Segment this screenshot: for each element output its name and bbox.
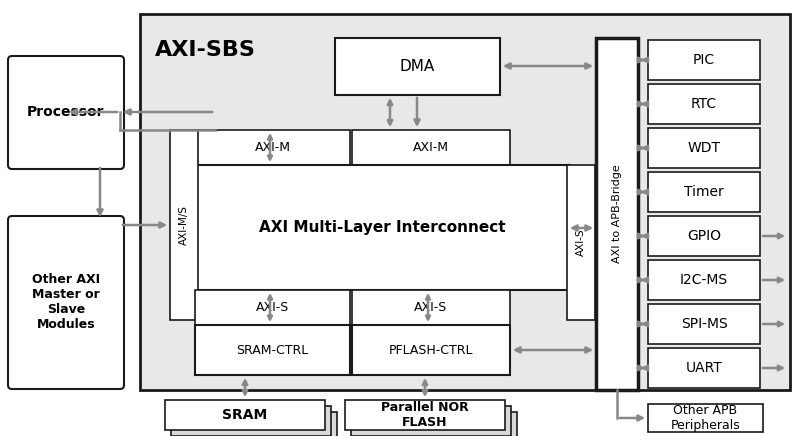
Text: PIC: PIC — [693, 53, 715, 67]
Text: Timer: Timer — [684, 185, 724, 199]
FancyBboxPatch shape — [352, 130, 510, 165]
FancyBboxPatch shape — [171, 406, 331, 436]
FancyBboxPatch shape — [648, 348, 760, 388]
Text: AXI-S: AXI-S — [576, 229, 586, 256]
FancyBboxPatch shape — [648, 404, 763, 432]
Text: Other APB
Peripherals: Other APB Peripherals — [670, 404, 740, 432]
FancyBboxPatch shape — [195, 165, 570, 290]
FancyBboxPatch shape — [648, 84, 760, 124]
Text: AXI-SBS: AXI-SBS — [155, 40, 256, 60]
FancyBboxPatch shape — [357, 412, 517, 436]
Text: Parallel NOR
FLASH: Parallel NOR FLASH — [381, 401, 469, 429]
FancyBboxPatch shape — [195, 290, 350, 325]
FancyBboxPatch shape — [170, 130, 198, 320]
Text: RTC: RTC — [691, 97, 717, 111]
FancyBboxPatch shape — [8, 56, 124, 169]
Text: WDT: WDT — [687, 141, 721, 155]
Text: Other AXI
Master or
Slave
Modules: Other AXI Master or Slave Modules — [32, 273, 100, 331]
FancyBboxPatch shape — [648, 172, 760, 212]
Text: AXI-S: AXI-S — [414, 301, 448, 314]
FancyBboxPatch shape — [648, 128, 760, 168]
FancyBboxPatch shape — [351, 406, 511, 436]
Text: AXI to APB-Bridge: AXI to APB-Bridge — [612, 165, 622, 263]
FancyBboxPatch shape — [335, 38, 500, 95]
Text: I2C-MS: I2C-MS — [680, 273, 728, 287]
FancyBboxPatch shape — [8, 216, 124, 389]
FancyBboxPatch shape — [177, 412, 337, 436]
FancyBboxPatch shape — [352, 290, 510, 325]
Text: UART: UART — [686, 361, 722, 375]
FancyBboxPatch shape — [195, 130, 350, 165]
Text: Processor: Processor — [27, 106, 105, 119]
FancyBboxPatch shape — [165, 400, 325, 430]
Text: AXI-S: AXI-S — [256, 301, 289, 314]
Text: PFLASH-CTRL: PFLASH-CTRL — [389, 344, 474, 357]
Text: SRAM-CTRL: SRAM-CTRL — [236, 344, 309, 357]
Text: AXI Multi-Layer Interconnect: AXI Multi-Layer Interconnect — [259, 220, 506, 235]
Text: AXI-M: AXI-M — [413, 141, 449, 154]
Text: SRAM: SRAM — [222, 408, 268, 422]
Text: DMA: DMA — [400, 59, 435, 74]
FancyBboxPatch shape — [195, 325, 350, 375]
Text: AXI-M: AXI-M — [254, 141, 290, 154]
FancyBboxPatch shape — [648, 260, 760, 300]
FancyBboxPatch shape — [352, 325, 510, 375]
Text: AXI-M/S: AXI-M/S — [179, 205, 189, 245]
Text: SPI-MS: SPI-MS — [681, 317, 727, 331]
FancyBboxPatch shape — [648, 40, 760, 80]
FancyBboxPatch shape — [567, 165, 595, 320]
FancyBboxPatch shape — [345, 400, 505, 430]
FancyBboxPatch shape — [648, 304, 760, 344]
Text: GPIO: GPIO — [687, 229, 721, 243]
FancyBboxPatch shape — [140, 14, 790, 390]
FancyBboxPatch shape — [648, 216, 760, 256]
FancyBboxPatch shape — [596, 38, 638, 390]
